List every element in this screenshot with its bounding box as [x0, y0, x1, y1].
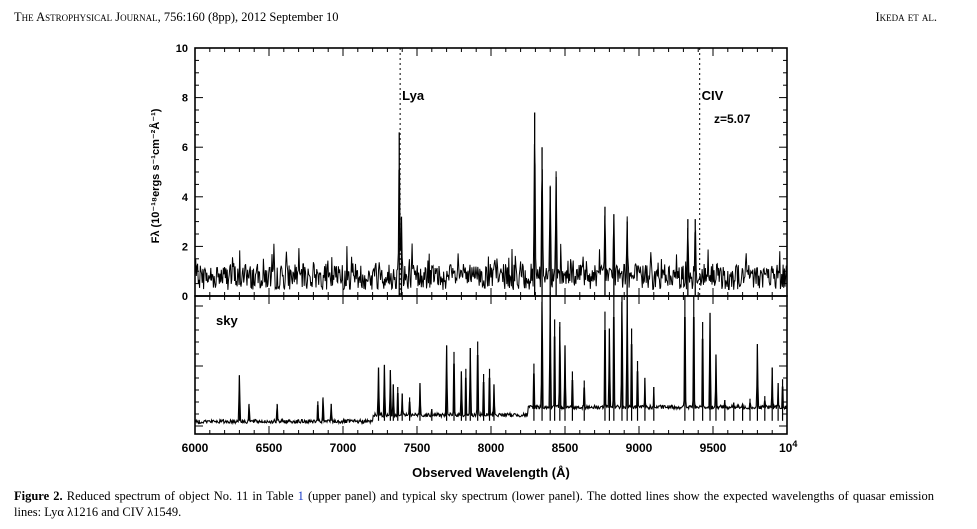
emission-line-civ-label: CIV	[702, 88, 724, 103]
y-tick-label: 4	[182, 192, 189, 204]
x-end-label-exponent: 4	[792, 439, 797, 449]
running-head: The Astrophysical Journal, 756:160 (8pp)…	[14, 10, 937, 26]
journal-citation: The Astrophysical Journal, 756:160 (8pp)…	[14, 10, 339, 25]
y-tick-label: 0	[182, 291, 188, 303]
figure-label: Figure 2.	[14, 489, 63, 503]
redshift-label: z=5.07	[714, 112, 751, 126]
x-tick-label: 6500	[256, 441, 283, 455]
x-tick-label: 8000	[478, 441, 505, 455]
x-tick-label: 9000	[626, 441, 653, 455]
caption-text-1: Reduced spectrum of object No. 11 in Tab…	[62, 489, 298, 503]
lower-panel-spectrum	[194, 295, 788, 426]
axis-ticks	[194, 47, 788, 434]
y-tick-label: 8	[182, 93, 188, 105]
upper-y-tick-labels: 0 2 4 6 8 10	[176, 43, 189, 303]
emission-line-markers: Lya CIV	[399, 48, 724, 296]
y-tick-label: 2	[182, 241, 188, 253]
x-tick-label: 8500	[552, 441, 579, 455]
figure-caption: Figure 2. Reduced spectrum of object No.…	[14, 488, 934, 520]
x-axis-label: Observed Wavelength (Å)	[412, 465, 570, 480]
upper-spectrum-line	[194, 144, 788, 291]
upper-panel-spectrum	[194, 112, 788, 296]
caption-civ-label: IV	[130, 505, 144, 519]
journal-name: The Astrophysical Journal	[14, 10, 158, 24]
upper-panel-frame	[194, 47, 788, 297]
x-tick-label: 9500	[700, 441, 727, 455]
x-end-label: 104	[779, 439, 797, 455]
x-end-label-base: 10	[779, 441, 793, 455]
running-head-authors: Ikeda et al.	[875, 10, 937, 24]
emission-line-lya-label: Lya	[402, 88, 425, 103]
citation-details: , 756:160 (8pp), 2012 September 10	[157, 10, 339, 24]
x-tick-label: 7500	[404, 441, 431, 455]
caption-text-3: λ1549.	[143, 505, 182, 519]
sky-spectrum-line	[194, 295, 788, 426]
table-reference-link[interactable]: 1	[297, 489, 304, 503]
spectrum-figure: Lya CIV 0 2 4 6 8 10 6000 6500 7000 7500 8000 8500 9…	[149, 43, 797, 480]
sky-panel-label: sky	[216, 313, 238, 328]
y-tick-label: 6	[182, 142, 188, 154]
y-axis-label: Fλ (10⁻¹⁸ergs s⁻¹cm⁻²Å⁻¹)	[149, 108, 162, 243]
x-tick-label: 6000	[182, 441, 209, 455]
lower-panel-frame	[194, 295, 788, 435]
y-tick-label: 10	[176, 43, 188, 55]
x-tick-labels: 6000 6500 7000 7500 8000 8500 9000 9500	[182, 441, 727, 455]
caption-text-2: (upper panel) and typical sky spectrum (…	[14, 489, 934, 519]
x-tick-label: 7000	[330, 441, 357, 455]
